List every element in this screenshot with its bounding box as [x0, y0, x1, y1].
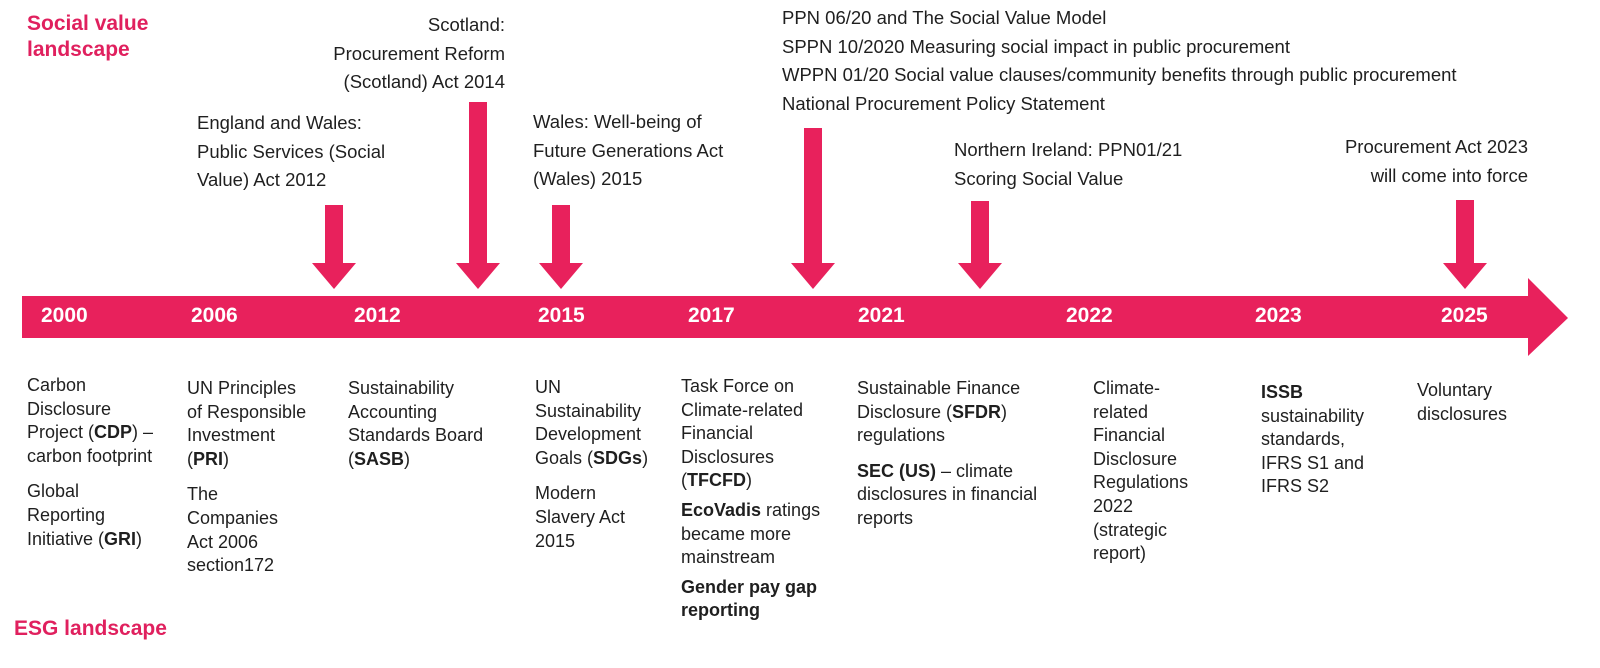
- down-arrow-icon: [791, 128, 835, 289]
- down-arrow-icon: [312, 205, 356, 289]
- year-label: 2022: [1066, 304, 1113, 327]
- year-label: 2021: [858, 304, 905, 327]
- esg-2015: UN Sustainability Development Goals (SDG…: [535, 377, 649, 551]
- esg-2023: ISSB sustainability standards, IFRS S1 a…: [1261, 382, 1365, 497]
- year-label: 2012: [354, 304, 401, 327]
- year-label: 2025: [1441, 304, 1488, 327]
- esg-2000: Carbon Disclosure Project (CDP) – carbon…: [27, 375, 154, 549]
- esg-2017: Task Force on Climate-related Financial …: [681, 376, 821, 621]
- down-arrow-icon: [958, 201, 1002, 289]
- year-label: 2023: [1255, 304, 1302, 327]
- down-arrow-icon: [539, 205, 583, 289]
- event-scotland: Scotland: Procurement Reform (Scotland) …: [333, 14, 505, 92]
- esg-2025: Voluntary disclosures: [1417, 380, 1508, 424]
- event-northern-ireland: Northern Ireland: PPN01/21 Scoring Socia…: [954, 139, 1183, 189]
- social-value-title: Social value landscape: [27, 12, 149, 61]
- event-procurement-act: Procurement Act 2023 will come into forc…: [1344, 136, 1528, 186]
- year-label: 2017: [688, 304, 735, 327]
- event-wales: Wales: Well-being of Future Generations …: [533, 111, 724, 189]
- year-label: 2006: [191, 304, 238, 327]
- down-arrow-icon: [456, 102, 500, 289]
- esg-title: ESG landscape: [14, 617, 167, 640]
- esg-2021: Sustainable Finance Disclosure (SFDR) re…: [857, 378, 1038, 528]
- esg-2022: Climate- related Financial Disclosure Re…: [1093, 378, 1189, 564]
- esg-2006: UN Principles of Responsible Investment …: [187, 378, 307, 576]
- year-label: 2000: [41, 304, 88, 327]
- year-label: 2015: [538, 304, 585, 327]
- event-england-wales: England and Wales: Public Services (Soci…: [197, 112, 386, 190]
- event-ppn: PPN 06/20 and The Social Value Model SPP…: [782, 7, 1457, 114]
- down-arrow-icon: [1443, 200, 1487, 289]
- esg-2012: Sustainability Accounting Standards Boar…: [348, 378, 484, 469]
